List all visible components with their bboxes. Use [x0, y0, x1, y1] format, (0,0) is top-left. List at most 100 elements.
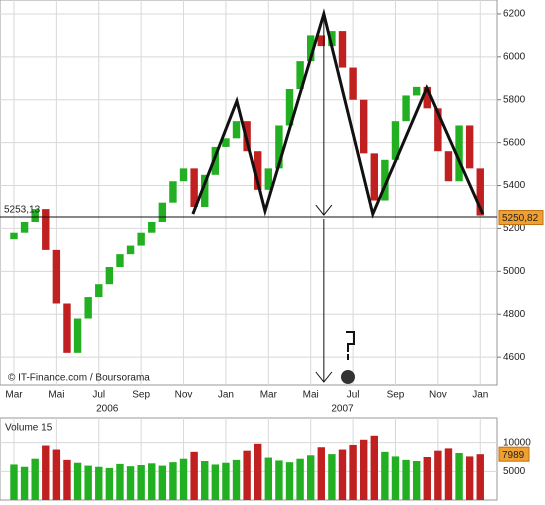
candle — [10, 232, 18, 240]
volume-bar — [84, 465, 92, 500]
y-tick-label: 6000 — [503, 51, 526, 62]
volume-bar — [423, 456, 431, 500]
candle — [476, 168, 484, 216]
y-tick-label: 4600 — [503, 352, 526, 363]
volume-bar — [10, 464, 18, 500]
x-tick-label: Mar — [260, 390, 278, 401]
volume-bar — [275, 460, 283, 500]
year-label: 2007 — [331, 404, 354, 415]
last-volume: 7989 — [498, 446, 530, 462]
volume-bar — [20, 466, 29, 500]
last-price-box — [498, 210, 544, 226]
candle — [42, 209, 50, 250]
candle — [105, 267, 114, 285]
candle — [211, 146, 220, 175]
candle — [63, 303, 71, 353]
volume-bar — [158, 465, 167, 500]
candle — [201, 174, 209, 207]
candle — [465, 125, 474, 169]
volume-bar — [243, 450, 251, 500]
last-price-label: 5250,82 — [502, 213, 539, 224]
x-tick-label: Jul — [347, 390, 360, 401]
credit: © IT-Finance.com / Boursorama — [8, 373, 150, 384]
candle — [73, 318, 82, 353]
volume-bar — [190, 451, 198, 500]
icon — [346, 331, 355, 360]
volume-bar — [264, 457, 273, 500]
y-tick-label: 5400 — [503, 180, 526, 191]
volume-bar — [338, 449, 347, 500]
x-tick-label: Jan — [218, 390, 234, 401]
volume-bar — [317, 447, 326, 500]
volume-bar — [444, 448, 453, 500]
last-volume-box — [498, 446, 530, 462]
candle — [349, 67, 357, 100]
volume-bar — [105, 467, 114, 500]
volume-bar — [232, 459, 241, 500]
price-layer — [0, 0, 497, 385]
arrow-head — [315, 371, 333, 383]
last-volume-label: 7989 — [502, 450, 525, 461]
volume-bar — [370, 435, 378, 500]
volume-bar — [169, 462, 177, 500]
candle — [285, 89, 294, 126]
volume-bar — [148, 463, 156, 500]
candle — [232, 121, 241, 139]
last-price: 5250,82 — [498, 210, 544, 226]
candle — [264, 168, 273, 190]
candle — [444, 151, 453, 182]
volume-bar — [63, 459, 71, 500]
candle — [296, 61, 304, 90]
x-tick-label: Jul — [92, 390, 105, 401]
volume-bar — [412, 461, 421, 500]
volume-bar — [179, 458, 188, 500]
volume-bar — [328, 454, 336, 500]
volume-bar — [254, 443, 262, 500]
x-tick-label: Sep — [387, 390, 405, 401]
candle — [158, 202, 167, 222]
candle — [423, 86, 431, 109]
candle — [222, 138, 230, 147]
candle — [359, 99, 368, 154]
candle — [95, 284, 103, 298]
volume-bar — [31, 458, 39, 500]
volume-bar — [306, 455, 315, 500]
candle — [84, 297, 92, 319]
volume-bar — [137, 465, 145, 500]
candle — [434, 108, 442, 152]
volume-title: Volume 15 — [5, 423, 53, 434]
volume-bar — [285, 462, 294, 500]
candle — [137, 232, 145, 246]
volume-layer — [0, 418, 497, 500]
y-tick-label: 10000 — [503, 437, 531, 448]
volume-bar — [465, 456, 474, 500]
candle — [190, 168, 198, 207]
volume-bar — [211, 464, 220, 500]
reference-label: 5253,13 — [4, 205, 41, 216]
candle — [391, 121, 400, 160]
candle — [381, 159, 389, 201]
volume-bar — [73, 462, 82, 500]
candle — [126, 245, 135, 255]
x-tick-label: Mar — [5, 390, 23, 401]
candle — [338, 31, 347, 68]
candle — [328, 31, 336, 47]
volume-bar — [381, 451, 389, 500]
candle — [148, 221, 156, 233]
x-tick-label: Jan — [472, 390, 488, 401]
candle — [402, 95, 410, 122]
candle — [317, 35, 326, 47]
volume-bar — [201, 461, 209, 500]
volume-bar — [402, 459, 410, 500]
volume-bar — [222, 462, 230, 500]
x-tick-label: Sep — [132, 390, 150, 401]
candle — [370, 153, 378, 201]
volume-bar — [95, 466, 103, 500]
y-tick-label: 5000 — [503, 466, 526, 477]
candle — [254, 151, 262, 190]
candle — [52, 249, 61, 304]
x-tick-label: Nov — [429, 390, 447, 401]
y-tick-label: 5600 — [503, 137, 526, 148]
volume-bar — [476, 454, 484, 500]
y-tick-label: 5000 — [503, 266, 526, 277]
